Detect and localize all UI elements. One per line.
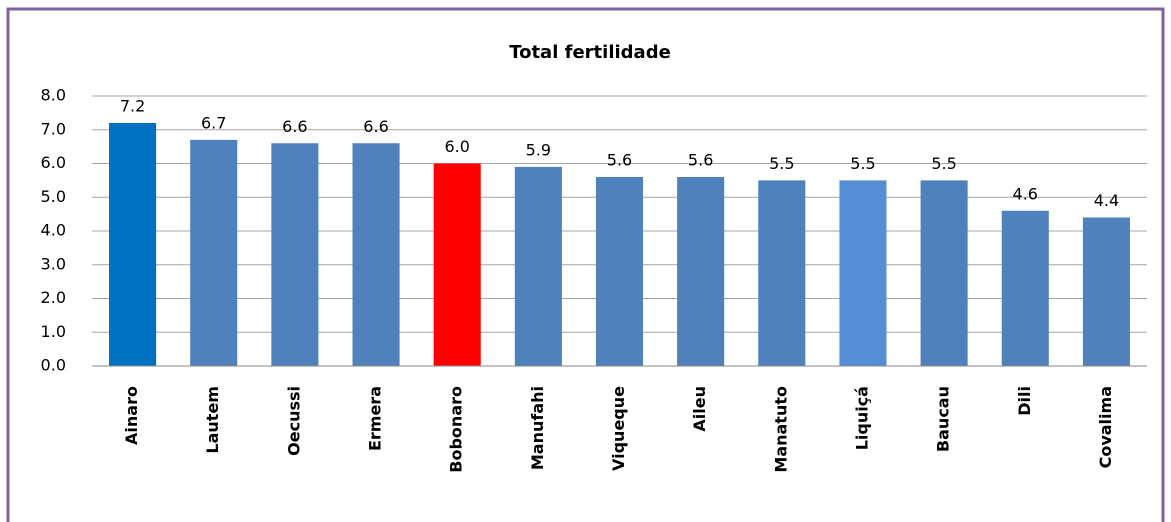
bar bbox=[920, 180, 968, 366]
bar bbox=[1001, 210, 1049, 366]
bar bbox=[109, 123, 157, 366]
value-label: 4.4 bbox=[1094, 191, 1119, 210]
x-tick-label: Baucau bbox=[934, 386, 953, 452]
value-label: 5.9 bbox=[526, 140, 551, 159]
y-tick-label: 8.0 bbox=[41, 86, 66, 105]
value-label: 4.6 bbox=[1013, 184, 1038, 203]
y-tick-label: 2.0 bbox=[41, 288, 66, 307]
x-tick-label: Aileu bbox=[690, 386, 709, 432]
chart-title: Total fertilidade bbox=[509, 42, 671, 63]
bar bbox=[758, 180, 806, 366]
y-tick-label: 4.0 bbox=[41, 221, 66, 240]
x-tick-label: Oecussi bbox=[284, 386, 303, 456]
frame bbox=[6, 7, 1165, 522]
y-tick-label: 1.0 bbox=[41, 322, 66, 341]
value-label: 5.5 bbox=[769, 154, 794, 173]
value-label: 5.6 bbox=[607, 151, 632, 170]
x-tick-label: Bobonaro bbox=[447, 386, 466, 473]
value-label: 6.6 bbox=[282, 117, 307, 136]
value-label: 7.2 bbox=[120, 97, 145, 116]
x-tick-label: Viqueque bbox=[609, 386, 628, 471]
y-tick-label: 7.0 bbox=[41, 119, 66, 138]
bar bbox=[839, 180, 887, 366]
x-tick-label: Dili bbox=[1015, 386, 1034, 416]
bar bbox=[514, 166, 562, 366]
x-tick-label: Ainaro bbox=[122, 386, 141, 445]
bar bbox=[677, 177, 725, 366]
value-label: 5.5 bbox=[850, 154, 875, 173]
bar bbox=[190, 139, 238, 366]
value-label: 6.0 bbox=[444, 137, 469, 156]
x-tick-label: Liquiçá bbox=[852, 386, 871, 450]
bar bbox=[433, 163, 481, 366]
value-label: 5.6 bbox=[688, 151, 713, 170]
bar bbox=[271, 143, 319, 366]
x-tick-label: Ermera bbox=[366, 386, 385, 451]
y-tick-label: 6.0 bbox=[41, 153, 66, 172]
y-tick-label: 5.0 bbox=[41, 187, 66, 206]
bar bbox=[595, 177, 644, 366]
value-label: 6.6 bbox=[363, 117, 388, 136]
value-label: 6.7 bbox=[201, 113, 226, 132]
bar bbox=[352, 143, 400, 366]
x-tick-label: Lautem bbox=[203, 386, 222, 454]
y-tick-label: 3.0 bbox=[41, 254, 66, 273]
x-tick-label: Manufahi bbox=[528, 386, 547, 470]
x-tick-label: Covalima bbox=[1096, 386, 1115, 468]
bar bbox=[1082, 217, 1130, 366]
y-tick-label: 0.0 bbox=[41, 356, 66, 375]
value-label: 5.5 bbox=[931, 154, 956, 173]
x-tick-label: Manatuto bbox=[771, 386, 790, 473]
